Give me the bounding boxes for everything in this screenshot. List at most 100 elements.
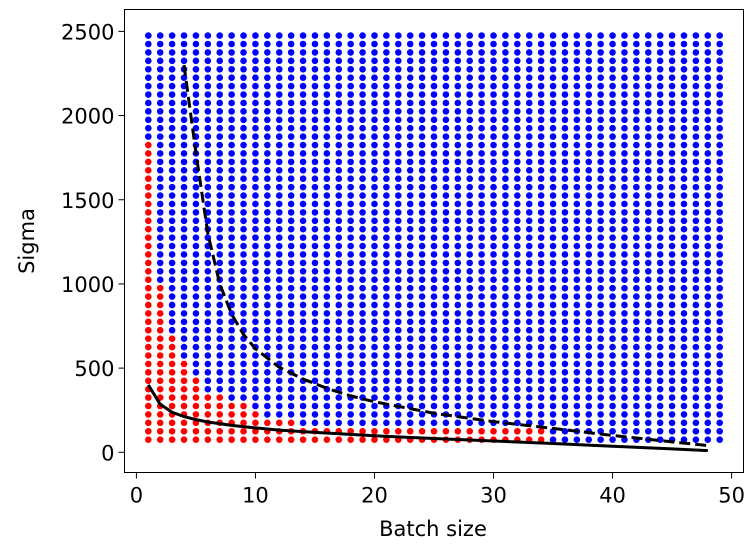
infeasible-point — [656, 225, 664, 233]
infeasible-point — [311, 411, 319, 418]
infeasible-point — [561, 419, 569, 427]
infeasible-point — [514, 251, 521, 258]
infeasible-point — [192, 91, 200, 98]
infeasible-point — [704, 427, 712, 435]
dashed-curve — [182, 64, 708, 448]
y-tick-label: 0 — [101, 441, 114, 465]
feasible-point — [145, 209, 152, 216]
infeasible-point — [359, 343, 366, 351]
infeasible-point — [145, 91, 152, 98]
infeasible-point — [180, 326, 188, 334]
infeasible-point — [418, 57, 426, 65]
infeasible-point — [514, 352, 521, 359]
infeasible-point — [609, 402, 616, 410]
infeasible-point — [466, 91, 474, 98]
infeasible-point — [156, 57, 164, 65]
infeasible-point — [585, 369, 593, 376]
infeasible-point — [668, 411, 676, 418]
infeasible-point — [168, 32, 176, 39]
infeasible-point — [371, 209, 378, 216]
infeasible-point — [668, 293, 676, 300]
infeasible-point — [252, 268, 259, 275]
infeasible-point — [549, 369, 557, 376]
infeasible-point — [478, 411, 485, 418]
infeasible-point — [561, 352, 569, 359]
infeasible-point — [252, 40, 259, 48]
infeasible-point — [633, 99, 640, 107]
infeasible-point — [287, 74, 295, 81]
infeasible-point — [323, 74, 331, 81]
infeasible-point — [335, 141, 343, 149]
feasible-point — [180, 394, 188, 401]
infeasible-point — [716, 116, 723, 124]
infeasible-point — [537, 352, 545, 359]
feasible-point — [168, 402, 176, 410]
infeasible-point — [716, 82, 723, 90]
infeasible-point — [323, 40, 331, 48]
infeasible-point — [383, 268, 390, 275]
infeasible-point — [323, 49, 331, 56]
infeasible-point — [347, 40, 354, 48]
infeasible-point — [537, 65, 545, 73]
infeasible-point — [216, 65, 224, 73]
infeasible-point — [359, 419, 366, 427]
infeasible-point — [597, 259, 604, 267]
infeasible-point — [633, 326, 640, 334]
infeasible-point — [347, 276, 354, 284]
infeasible-point — [323, 183, 331, 191]
infeasible-point — [633, 301, 640, 309]
infeasible-point — [514, 175, 521, 183]
infeasible-point — [311, 150, 319, 157]
infeasible-point — [442, 293, 450, 300]
infeasible-point — [514, 57, 521, 65]
infeasible-point — [168, 293, 176, 300]
infeasible-point — [680, 116, 688, 124]
infeasible-point — [240, 65, 247, 73]
infeasible-point — [585, 57, 593, 65]
infeasible-point — [644, 276, 652, 284]
infeasible-point — [335, 251, 343, 258]
infeasible-point — [656, 352, 664, 359]
infeasible-point — [466, 293, 474, 300]
infeasible-point — [168, 175, 176, 183]
infeasible-point — [323, 116, 331, 124]
infeasible-point — [644, 200, 652, 208]
infeasible-point — [656, 57, 664, 65]
infeasible-point — [180, 251, 188, 258]
infeasible-point — [525, 217, 533, 225]
infeasible-point — [514, 65, 521, 73]
infeasible-point — [549, 82, 557, 90]
infeasible-point — [156, 166, 164, 174]
infeasible-point — [204, 82, 212, 90]
infeasible-point — [335, 91, 343, 98]
infeasible-point — [371, 411, 378, 418]
infeasible-point — [287, 385, 295, 393]
infeasible-point — [573, 402, 581, 410]
infeasible-point — [502, 402, 509, 410]
infeasible-point — [335, 217, 343, 225]
infeasible-point — [573, 259, 581, 267]
infeasible-point — [216, 251, 224, 258]
infeasible-point — [716, 301, 723, 309]
infeasible-point — [228, 108, 235, 115]
y-tick-label: 500 — [74, 357, 114, 381]
infeasible-point — [502, 276, 509, 284]
infeasible-point — [454, 335, 462, 342]
infeasible-point — [347, 183, 354, 191]
infeasible-point — [561, 402, 569, 410]
infeasible-point — [633, 251, 640, 258]
infeasible-point — [430, 183, 438, 191]
infeasible-point — [299, 116, 307, 124]
infeasible-point — [680, 133, 688, 140]
infeasible-point — [478, 99, 485, 107]
infeasible-point — [704, 150, 712, 157]
infeasible-point — [418, 82, 426, 90]
infeasible-point — [383, 175, 390, 183]
infeasible-point — [466, 343, 474, 351]
infeasible-point — [656, 200, 664, 208]
infeasible-point — [418, 141, 426, 149]
infeasible-point — [228, 242, 235, 250]
infeasible-point — [644, 175, 652, 183]
infeasible-point — [537, 326, 545, 334]
infeasible-point — [490, 326, 497, 334]
